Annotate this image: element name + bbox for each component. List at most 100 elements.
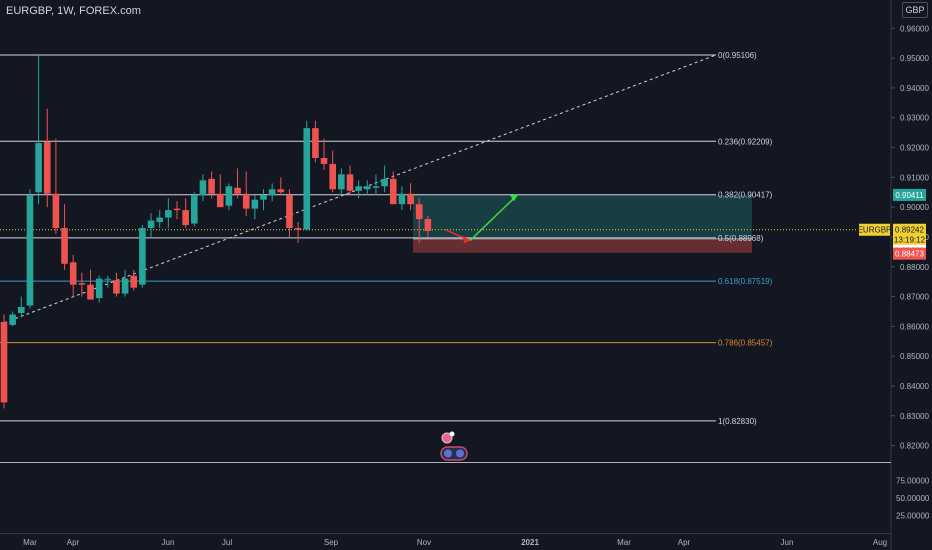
y-tick-label: 0.84000	[900, 382, 929, 391]
candle-body	[18, 307, 25, 313]
y-tick-label: 0.85000	[900, 352, 929, 361]
candle-body	[26, 195, 34, 306]
y-tick-label: 0.96000	[900, 24, 929, 33]
candle-body	[329, 163, 336, 190]
position-target-zone	[413, 194, 752, 239]
symbol-label-bg	[859, 223, 890, 236]
fib-label-0.618: 0.618(0.87519)	[718, 277, 773, 286]
price-label-text: 0.89242	[895, 226, 924, 235]
candle-body	[78, 283, 86, 285]
candle-body	[130, 275, 138, 288]
events-icon-dot-1	[444, 449, 452, 458]
indicator-tick-label: 50.00000	[896, 494, 930, 503]
candle-body	[35, 143, 42, 193]
candle-body	[0, 321, 8, 403]
candle-body	[69, 262, 77, 285]
y-tick-label: 0.92000	[900, 144, 929, 153]
candle-body	[43, 141, 51, 194]
candle-body	[87, 284, 94, 300]
candle-body	[260, 195, 267, 200]
candle-body	[156, 217, 163, 223]
candle-body	[415, 204, 423, 220]
earnings-icon	[441, 432, 453, 444]
y-tick-label: 0.88000	[900, 263, 929, 272]
price-label-bg	[893, 233, 926, 246]
y-tick-label: 0.86000	[900, 322, 929, 331]
x-tick-label: 2021	[521, 538, 539, 547]
candle-body	[95, 278, 103, 299]
candle-body	[113, 280, 120, 294]
price-label-bg	[893, 223, 926, 236]
candle-body	[381, 178, 388, 187]
candle-body	[407, 193, 414, 205]
x-tick-label: Apr	[678, 538, 691, 547]
candle-body	[104, 278, 112, 280]
candle-body	[173, 208, 181, 211]
indicator-tick-label: 25.00000	[896, 512, 930, 521]
fib-label-0.382: 0.382(0.90417)	[718, 191, 773, 200]
candle-body	[286, 195, 293, 229]
y-tick-label: 0.91000	[900, 173, 929, 182]
candle-body	[182, 210, 189, 226]
candle-body	[389, 178, 397, 205]
candle-body	[147, 220, 155, 229]
currency-button[interactable]: GBP	[902, 2, 928, 18]
indicator-tick-label: 75.00000	[896, 477, 930, 486]
y-tick-label: 0.87000	[900, 293, 929, 302]
fib-label-0.786: 0.786(0.85457)	[718, 339, 773, 348]
fib-label-1: 1(0.82830)	[718, 417, 757, 426]
candle-body	[121, 278, 129, 294]
candle-body	[303, 128, 311, 230]
candle-body	[225, 186, 233, 206]
candle-body	[364, 186, 371, 190]
candle-body	[61, 228, 68, 264]
candle-body	[191, 195, 198, 224]
y-tick-label: 0.94000	[900, 84, 929, 93]
y-tick-label: 0.82000	[900, 442, 929, 451]
candle-body	[312, 128, 319, 158]
y-tick-label: 0.95000	[900, 54, 929, 63]
x-tick-label: Jun	[781, 538, 794, 547]
candle-body	[242, 193, 250, 209]
candle-body	[372, 186, 380, 188]
fib-label-0.236: 0.236(0.92209)	[718, 137, 773, 146]
y-tick-label: 0.93000	[900, 114, 929, 123]
candle-body	[268, 189, 276, 196]
projection-down-arrowhead	[463, 235, 470, 244]
candle-body	[9, 314, 16, 325]
fib-label-0.5: 0.5(0.88968)	[718, 234, 764, 243]
candle-body	[251, 199, 259, 209]
price-label-text: 0.88473	[895, 250, 924, 259]
candle-body	[208, 178, 215, 194]
x-tick-label: Mar	[617, 538, 631, 547]
price-label-bg	[893, 188, 926, 201]
candle-body	[355, 186, 362, 191]
y-tick-label: 0.90000	[900, 203, 929, 212]
candle-body	[199, 180, 207, 196]
earnings-badge	[449, 431, 455, 437]
x-tick-label: Nov	[417, 538, 431, 547]
candle-body	[398, 193, 406, 205]
candle-body	[52, 193, 60, 229]
projection-up-arrowhead	[510, 194, 518, 202]
projection-up-arrow	[469, 193, 519, 242]
x-tick-label: Mar	[23, 538, 37, 547]
events-icon-dot-2	[456, 449, 464, 458]
candle-body	[216, 193, 224, 208]
candle-body	[320, 157, 328, 164]
position-stop-zone	[413, 238, 752, 253]
price-label-bg	[893, 247, 926, 260]
candle-body	[139, 228, 146, 285]
candle-body	[424, 219, 432, 231]
price-label-text: 13:19:12	[894, 236, 926, 245]
x-tick-label: Jun	[162, 538, 175, 547]
candle-body	[234, 187, 241, 194]
candle-body	[346, 174, 354, 191]
x-tick-label: Sep	[324, 538, 339, 547]
candle-body	[165, 210, 172, 218]
y-tick-label: 0.83000	[900, 412, 929, 421]
x-tick-label: Jul	[222, 538, 232, 547]
candle-body	[294, 228, 302, 230]
